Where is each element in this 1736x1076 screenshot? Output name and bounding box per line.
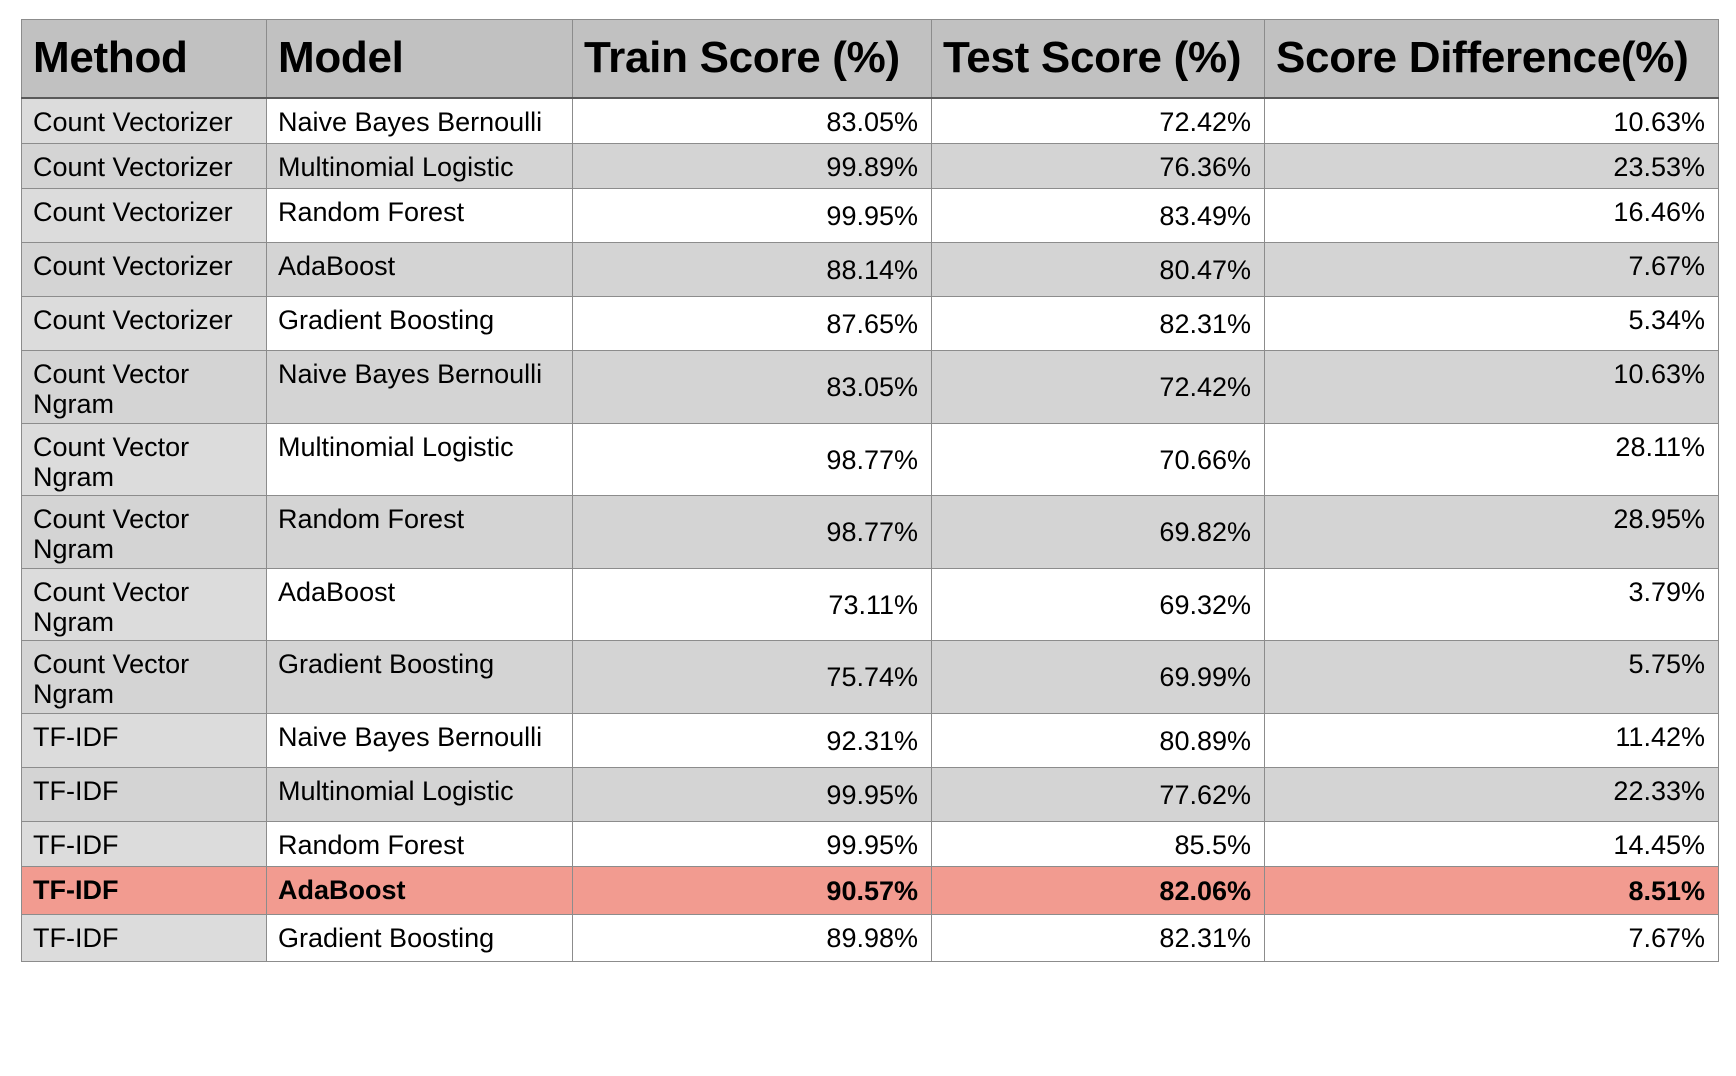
- score-difference-cell: 7.67%: [1264, 242, 1719, 297]
- table-row: Count Vectorizer AdaBoost 88.14% 80.47% …: [21, 242, 1719, 297]
- train-score-cell: 98.77%: [572, 423, 932, 496]
- test-score-cell: 70.66%: [931, 423, 1265, 496]
- test-score-cell: 80.89%: [931, 713, 1265, 768]
- table-row: Count Vectorizer Multinomial Logistic 99…: [21, 143, 1719, 189]
- model-cell: Random Forest: [266, 188, 573, 243]
- test-score-cell: 69.32%: [931, 568, 1265, 641]
- method-cell: Count Vectorizer: [21, 242, 267, 297]
- test-score-cell: 72.42%: [931, 350, 1265, 424]
- test-score-cell: 85.5%: [931, 821, 1265, 867]
- train-score-cell: 83.05%: [572, 97, 932, 144]
- method-cell: Count Vectorizer: [21, 143, 267, 189]
- score-difference-cell: 22.33%: [1264, 767, 1719, 822]
- model-cell: Naive Bayes Bernoulli: [266, 97, 573, 144]
- model-cell: Gradient Boosting: [266, 640, 573, 714]
- table-row: Count Vector Ngram AdaBoost 73.11% 69.32…: [21, 568, 1719, 641]
- train-score-cell: 73.11%: [572, 568, 932, 641]
- train-score-cell: 75.74%: [572, 640, 932, 714]
- table-row: Count Vector Ngram Gradient Boosting 75.…: [21, 640, 1719, 714]
- method-cell: Count Vector Ngram: [21, 423, 267, 496]
- test-score-cell: 83.49%: [931, 188, 1265, 243]
- header-train-score: Train Score (%): [572, 19, 932, 99]
- score-difference-cell: 28.11%: [1264, 423, 1719, 496]
- score-difference-cell: 16.46%: [1264, 188, 1719, 243]
- table-row-highlighted: TF-IDF AdaBoost 90.57% 82.06% 8.51%: [21, 866, 1719, 915]
- method-cell: Count Vectorizer: [21, 97, 267, 144]
- score-difference-cell: 10.63%: [1264, 350, 1719, 424]
- table-row: Count Vectorizer Gradient Boosting 87.65…: [21, 296, 1719, 351]
- train-score-cell: 87.65%: [572, 296, 932, 351]
- test-score-cell: 69.99%: [931, 640, 1265, 714]
- score-difference-cell: 11.42%: [1264, 713, 1719, 768]
- method-cell: TF-IDF: [21, 713, 267, 768]
- score-difference-cell: 14.45%: [1264, 821, 1719, 867]
- train-score-cell: 98.77%: [572, 495, 932, 569]
- model-cell: Multinomial Logistic: [266, 143, 573, 189]
- score-difference-cell: 3.79%: [1264, 568, 1719, 641]
- method-cell: TF-IDF: [21, 866, 267, 915]
- method-cell: TF-IDF: [21, 914, 267, 962]
- model-cell: Multinomial Logistic: [266, 767, 573, 822]
- model-cell: AdaBoost: [266, 568, 573, 641]
- train-score-cell: 99.95%: [572, 767, 932, 822]
- model-cell: AdaBoost: [266, 242, 573, 297]
- score-difference-cell: 5.34%: [1264, 296, 1719, 351]
- score-difference-cell: 8.51%: [1264, 866, 1719, 915]
- train-score-cell: 83.05%: [572, 350, 932, 424]
- method-cell: TF-IDF: [21, 767, 267, 822]
- model-cell: Naive Bayes Bernoulli: [266, 350, 573, 424]
- train-score-cell: 92.31%: [572, 713, 932, 768]
- table-row: TF-IDF Gradient Boosting 89.98% 82.31% 7…: [21, 914, 1719, 962]
- header-model: Model: [266, 19, 573, 99]
- method-cell: Count Vectorizer: [21, 296, 267, 351]
- train-score-cell: 89.98%: [572, 914, 932, 962]
- score-difference-cell: 23.53%: [1264, 143, 1719, 189]
- method-cell: TF-IDF: [21, 821, 267, 867]
- method-cell: Count Vectorizer: [21, 188, 267, 243]
- table-row: TF-IDF Naive Bayes Bernoulli 92.31% 80.8…: [21, 713, 1719, 768]
- train-score-cell: 99.89%: [572, 143, 932, 189]
- model-cell: AdaBoost: [266, 866, 573, 915]
- test-score-cell: 82.06%: [931, 866, 1265, 915]
- score-difference-cell: 5.75%: [1264, 640, 1719, 714]
- model-cell: Naive Bayes Bernoulli: [266, 713, 573, 768]
- model-cell: Random Forest: [266, 495, 573, 569]
- score-difference-cell: 28.95%: [1264, 495, 1719, 569]
- train-score-cell: 90.57%: [572, 866, 932, 915]
- table-row: Count Vector Ngram Naive Bayes Bernoulli…: [21, 350, 1719, 424]
- score-difference-cell: 10.63%: [1264, 97, 1719, 144]
- table-row: TF-IDF Multinomial Logistic 99.95% 77.62…: [21, 767, 1719, 822]
- header-score-difference: Score Difference(%): [1264, 19, 1719, 99]
- model-cell: Multinomial Logistic: [266, 423, 573, 496]
- test-score-cell: 77.62%: [931, 767, 1265, 822]
- method-cell: Count Vector Ngram: [21, 495, 267, 569]
- method-cell: Count Vector Ngram: [21, 640, 267, 714]
- table-row: Count Vectorizer Naive Bayes Bernoulli 8…: [21, 97, 1719, 144]
- model-cell: Random Forest: [266, 821, 573, 867]
- score-difference-cell: 7.67%: [1264, 914, 1719, 962]
- results-table: Method Model Train Score (%) Test Score …: [21, 19, 1719, 962]
- table-row: Count Vectorizer Random Forest 99.95% 83…: [21, 188, 1719, 243]
- table-row: Count Vector Ngram Random Forest 98.77% …: [21, 495, 1719, 569]
- model-cell: Gradient Boosting: [266, 296, 573, 351]
- test-score-cell: 80.47%: [931, 242, 1265, 297]
- header-test-score: Test Score (%): [931, 19, 1265, 99]
- test-score-cell: 76.36%: [931, 143, 1265, 189]
- test-score-cell: 69.82%: [931, 495, 1265, 569]
- method-cell: Count Vector Ngram: [21, 568, 267, 641]
- model-cell: Gradient Boosting: [266, 914, 573, 962]
- test-score-cell: 82.31%: [931, 296, 1265, 351]
- train-score-cell: 88.14%: [572, 242, 932, 297]
- method-cell: Count Vector Ngram: [21, 350, 267, 424]
- train-score-cell: 99.95%: [572, 821, 932, 867]
- table-row: TF-IDF Random Forest 99.95% 85.5% 14.45%: [21, 821, 1719, 867]
- test-score-cell: 72.42%: [931, 97, 1265, 144]
- header-row: Method Model Train Score (%) Test Score …: [21, 19, 1719, 99]
- train-score-cell: 99.95%: [572, 188, 932, 243]
- test-score-cell: 82.31%: [931, 914, 1265, 962]
- table-row: Count Vector Ngram Multinomial Logistic …: [21, 423, 1719, 496]
- header-method: Method: [21, 19, 267, 99]
